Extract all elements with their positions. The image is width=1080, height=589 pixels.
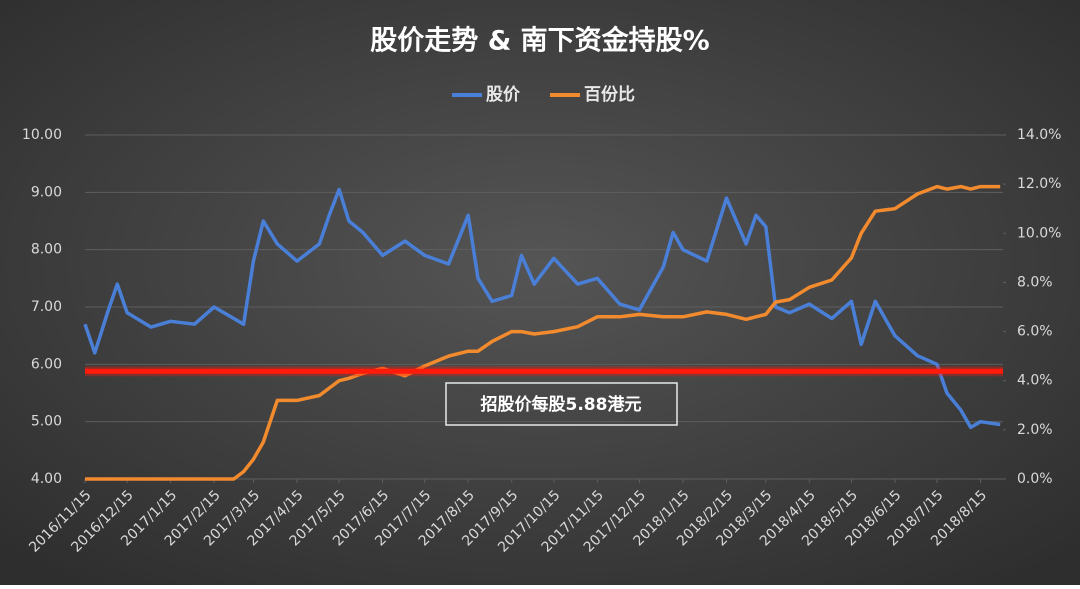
y-tick-label: 6.00 (31, 356, 62, 372)
y2-tick-label: 8.0% (1017, 274, 1053, 290)
y2-tick-label: 2.0% (1017, 422, 1053, 438)
legend-label: 百份比 (584, 84, 635, 105)
y-tick-label: 9.00 (31, 184, 62, 200)
series-line (85, 184, 1001, 481)
y2-tick-label: 14.0% (1017, 127, 1061, 143)
y2-tick-label: 10.0% (1017, 225, 1061, 241)
y-tick-label: 4.00 (31, 471, 62, 487)
y2-tick-label: 12.0% (1017, 176, 1061, 192)
y2-tick-label: 6.0% (1017, 324, 1053, 340)
y-tick-label: 8.00 (31, 242, 62, 258)
y2-tick-label: 4.0% (1017, 373, 1053, 389)
chart-title: 股价走势 & 南下资金持股% (370, 25, 709, 57)
y-tick-label: 10.00 (22, 127, 62, 143)
series-line (83, 187, 1001, 430)
y-tick-label: 5.00 (31, 414, 62, 430)
legend-label: 股价 (486, 85, 521, 105)
y-tick-label: 7.00 (31, 299, 62, 315)
annotation-box (445, 382, 678, 426)
y2-tick-label: 0.0% (1017, 471, 1053, 487)
annotation: 招股价每股5.88港元 (481, 394, 642, 415)
